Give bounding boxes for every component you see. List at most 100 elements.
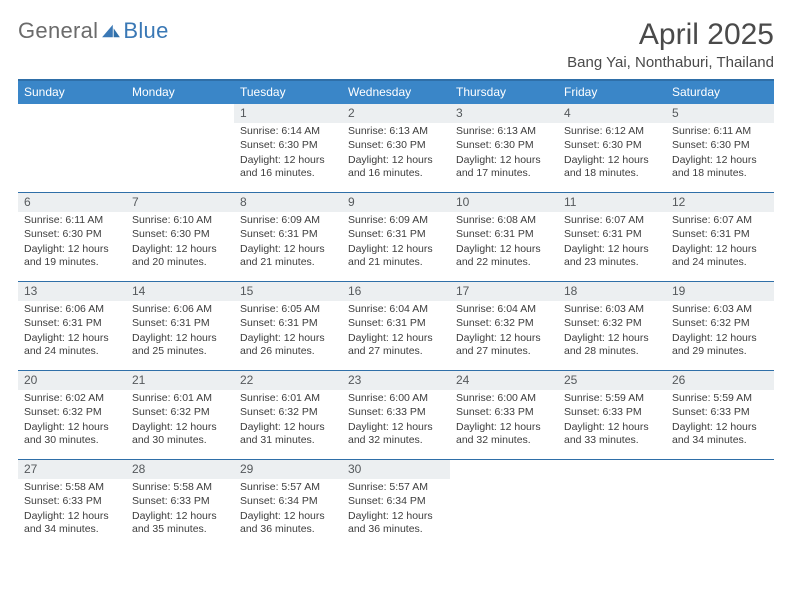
calendar-cell: 26Sunrise: 5:59 AMSunset: 6:33 PMDayligh… bbox=[666, 371, 774, 459]
daylight-line: Daylight: 12 hours and 27 minutes. bbox=[456, 332, 552, 359]
sunset-line: Sunset: 6:33 PM bbox=[564, 406, 660, 419]
cell-body: Sunrise: 6:04 AMSunset: 6:32 PMDaylight:… bbox=[450, 301, 558, 363]
daylight-line: Daylight: 12 hours and 22 minutes. bbox=[456, 243, 552, 270]
cell-body: Sunrise: 6:00 AMSunset: 6:33 PMDaylight:… bbox=[450, 390, 558, 452]
calendar-cell: 23Sunrise: 6:00 AMSunset: 6:33 PMDayligh… bbox=[342, 371, 450, 459]
dayname-wednesday: Wednesday bbox=[342, 81, 450, 104]
calendar-cell: 3Sunrise: 6:13 AMSunset: 6:30 PMDaylight… bbox=[450, 104, 558, 192]
sunrise-line: Sunrise: 6:11 AM bbox=[672, 125, 768, 138]
dayname-row: SundayMondayTuesdayWednesdayThursdayFrid… bbox=[18, 81, 774, 104]
daylight-line: Daylight: 12 hours and 24 minutes. bbox=[24, 332, 120, 359]
day-number: 11 bbox=[558, 193, 666, 212]
sunset-line: Sunset: 6:31 PM bbox=[240, 228, 336, 241]
sunrise-line: Sunrise: 6:00 AM bbox=[456, 392, 552, 405]
sunset-line: Sunset: 6:31 PM bbox=[132, 317, 228, 330]
daylight-line: Daylight: 12 hours and 28 minutes. bbox=[564, 332, 660, 359]
day-number: 2 bbox=[342, 104, 450, 123]
dayname-friday: Friday bbox=[558, 81, 666, 104]
day-number: 1 bbox=[234, 104, 342, 123]
sunset-line: Sunset: 6:31 PM bbox=[348, 228, 444, 241]
sunrise-line: Sunrise: 6:03 AM bbox=[564, 303, 660, 316]
calendar-cell: 15Sunrise: 6:05 AMSunset: 6:31 PMDayligh… bbox=[234, 282, 342, 370]
calendar-cell: 22Sunrise: 6:01 AMSunset: 6:32 PMDayligh… bbox=[234, 371, 342, 459]
day-number: 29 bbox=[234, 460, 342, 479]
week-row: 1Sunrise: 6:14 AMSunset: 6:30 PMDaylight… bbox=[18, 104, 774, 192]
sunset-line: Sunset: 6:31 PM bbox=[672, 228, 768, 241]
cell-body: Sunrise: 6:03 AMSunset: 6:32 PM Daylight:… bbox=[558, 301, 666, 363]
daylight-line: Daylight: 12 hours and 34 minutes. bbox=[672, 421, 768, 448]
sunset-line: Sunset: 6:33 PM bbox=[456, 406, 552, 419]
cell-body: Sunrise: 6:02 AMSunset: 6:32 PMDaylight:… bbox=[18, 390, 126, 452]
cell-body: Sunrise: 6:07 AMSunset: 6:31 PMDaylight:… bbox=[558, 212, 666, 274]
cell-body: Sunrise: 5:58 AMSunset: 6:33 PMDaylight:… bbox=[126, 479, 234, 541]
sunrise-line: Sunrise: 5:58 AM bbox=[132, 481, 228, 494]
sunset-line: Sunset: 6:34 PM bbox=[348, 495, 444, 508]
daylight-line: Daylight: 12 hours and 26 minutes. bbox=[240, 332, 336, 359]
day-number: 21 bbox=[126, 371, 234, 390]
cell-body: Sunrise: 6:11 AMSunset: 6:30 PMDaylight:… bbox=[18, 212, 126, 274]
daylight-line: Daylight: 12 hours and 31 minutes. bbox=[240, 421, 336, 448]
logo-text-general: General bbox=[18, 18, 98, 44]
sunrise-line: Sunrise: 6:04 AM bbox=[348, 303, 444, 316]
cell-body: Sunrise: 5:58 AMSunset: 6:33 PMDaylight:… bbox=[18, 479, 126, 541]
page-header: General Blue April 2025 Bang Yai, Nontha… bbox=[18, 18, 774, 71]
day-number: 22 bbox=[234, 371, 342, 390]
day-number: 10 bbox=[450, 193, 558, 212]
calendar-cell: 24Sunrise: 6:00 AMSunset: 6:33 PMDayligh… bbox=[450, 371, 558, 459]
sunset-line: Sunset: 6:30 PM bbox=[24, 228, 120, 241]
calendar-cell: 20Sunrise: 6:02 AMSunset: 6:32 PMDayligh… bbox=[18, 371, 126, 459]
sunrise-line: Sunrise: 6:13 AM bbox=[456, 125, 552, 138]
cell-body: Sunrise: 6:10 AMSunset: 6:30 PMDaylight:… bbox=[126, 212, 234, 274]
daylight-line: Daylight: 12 hours and 34 minutes. bbox=[24, 510, 120, 537]
sunrise-line: Sunrise: 6:13 AM bbox=[348, 125, 444, 138]
cell-body: Sunrise: 5:59 AMSunset: 6:33 PMDaylight:… bbox=[666, 390, 774, 452]
sunset-line: Sunset: 6:31 PM bbox=[456, 228, 552, 241]
daylight-line: Daylight: 12 hours and 20 minutes. bbox=[132, 243, 228, 270]
dayname-tuesday: Tuesday bbox=[234, 81, 342, 104]
cell-body: Sunrise: 6:12 AMSunset: 6:30 PMDaylight:… bbox=[558, 123, 666, 185]
week-row: 6Sunrise: 6:11 AMSunset: 6:30 PMDaylight… bbox=[18, 192, 774, 281]
cell-body: Sunrise: 6:09 AMSunset: 6:31 PMDaylight:… bbox=[234, 212, 342, 274]
sunrise-line: Sunrise: 6:06 AM bbox=[132, 303, 228, 316]
dayname-saturday: Saturday bbox=[666, 81, 774, 104]
week-row: 13Sunrise: 6:06 AMSunset: 6:31 PMDayligh… bbox=[18, 281, 774, 370]
day-number bbox=[18, 104, 126, 123]
calendar-cell: 9Sunrise: 6:09 AMSunset: 6:31 PMDaylight… bbox=[342, 193, 450, 281]
sunrise-line: Sunrise: 6:10 AM bbox=[132, 214, 228, 227]
cell-body: Sunrise: 6:06 AMSunset: 6:31 PM Daylight:… bbox=[126, 301, 234, 363]
sunset-line: Sunset: 6:31 PM bbox=[564, 228, 660, 241]
sunrise-line: Sunrise: 5:58 AM bbox=[24, 481, 120, 494]
logo: General Blue bbox=[18, 18, 169, 44]
daylight-line: Daylight: 12 hours and 25 minutes. bbox=[132, 332, 228, 359]
daylight-line: Daylight: 12 hours and 21 minutes. bbox=[240, 243, 336, 270]
week-row: 20Sunrise: 6:02 AMSunset: 6:32 PMDayligh… bbox=[18, 370, 774, 459]
daylight-line: Daylight: 12 hours and 35 minutes. bbox=[132, 510, 228, 537]
title-block: April 2025 Bang Yai, Nonthaburi, Thailan… bbox=[567, 18, 774, 71]
day-number: 26 bbox=[666, 371, 774, 390]
day-number bbox=[126, 104, 234, 123]
calendar-cell: 10Sunrise: 6:08 AMSunset: 6:31 PMDayligh… bbox=[450, 193, 558, 281]
day-number: 23 bbox=[342, 371, 450, 390]
sunset-line: Sunset: 6:32 PM bbox=[564, 317, 660, 330]
sunset-line: Sunset: 6:30 PM bbox=[348, 139, 444, 152]
logo-text-blue: Blue bbox=[123, 18, 168, 44]
day-number: 13 bbox=[18, 282, 126, 301]
calendar-cell: 6Sunrise: 6:11 AMSunset: 6:30 PMDaylight… bbox=[18, 193, 126, 281]
day-number: 27 bbox=[18, 460, 126, 479]
sunset-line: Sunset: 6:31 PM bbox=[348, 317, 444, 330]
calendar-cell: 16Sunrise: 6:04 AMSunset: 6:31 PMDayligh… bbox=[342, 282, 450, 370]
sunrise-line: Sunrise: 6:12 AM bbox=[564, 125, 660, 138]
sunset-line: Sunset: 6:31 PM bbox=[24, 317, 120, 330]
sunset-line: Sunset: 6:30 PM bbox=[672, 139, 768, 152]
day-number: 15 bbox=[234, 282, 342, 301]
cell-body: Sunrise: 6:03 AMSunset: 6:32 PMDaylight:… bbox=[666, 301, 774, 363]
calendar-cell: 2Sunrise: 6:13 AMSunset: 6:30 PMDaylight… bbox=[342, 104, 450, 192]
daylight-line: Daylight: 12 hours and 24 minutes. bbox=[672, 243, 768, 270]
daylight-line: Daylight: 12 hours and 36 minutes. bbox=[240, 510, 336, 537]
sunrise-line: Sunrise: 5:57 AM bbox=[348, 481, 444, 494]
sunset-line: Sunset: 6:31 PM bbox=[240, 317, 336, 330]
daylight-line: Daylight: 12 hours and 30 minutes. bbox=[24, 421, 120, 448]
logo-sail-icon bbox=[100, 23, 122, 39]
calendar-cell: 30Sunrise: 5:57 AMSunset: 6:34 PMDayligh… bbox=[342, 460, 450, 548]
day-number: 18 bbox=[558, 282, 666, 301]
